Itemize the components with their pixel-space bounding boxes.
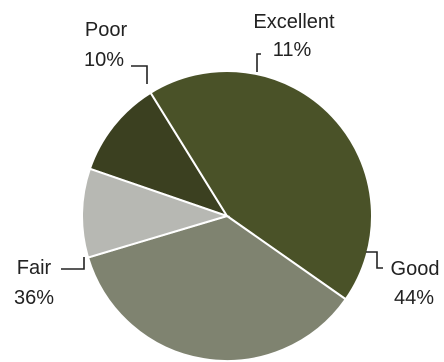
pie-slices bbox=[81, 69, 374, 362]
pie-slice-fair bbox=[86, 214, 348, 362]
pie-slice-excellent bbox=[88, 91, 230, 218]
slice-value-fair: 36% bbox=[14, 287, 54, 309]
slice-label-good: Good bbox=[391, 258, 440, 280]
leader-line-fair bbox=[61, 257, 85, 270]
slice-value-excellent: 11% bbox=[273, 39, 312, 61]
slice-label-excellent: Excellent bbox=[253, 11, 335, 33]
slice-label-fair: Fair bbox=[17, 257, 52, 279]
slice-value-good: 44% bbox=[394, 287, 434, 309]
leader-line-excellent bbox=[256, 53, 261, 72]
leader-line-poor bbox=[131, 65, 148, 84]
slice-label-poor: Poor bbox=[85, 19, 128, 41]
slice-value-poor: 10% bbox=[84, 49, 124, 71]
pie-slice-poor bbox=[81, 167, 231, 259]
leader-line-good bbox=[366, 251, 383, 269]
